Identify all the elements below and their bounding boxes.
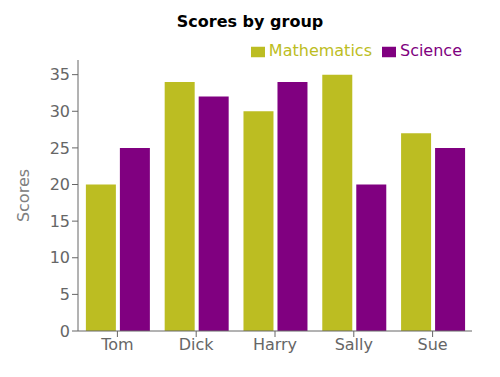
svg-text:25: 25 — [50, 139, 70, 158]
svg-text:30: 30 — [50, 102, 70, 121]
html-text:Science: Science — [400, 41, 462, 60]
svg-text:0: 0 — [60, 322, 70, 341]
svg-text:20: 20 — [50, 175, 70, 194]
svg-text:Harry: Harry — [253, 335, 297, 354]
svg-text:Scores: Scores — [14, 169, 33, 222]
svg-text:Tom: Tom — [100, 335, 133, 354]
svg-text:15: 15 — [50, 212, 70, 231]
html-text:Scores by group: Scores by group — [176, 12, 324, 31]
svg-text:35: 35 — [50, 65, 70, 84]
html-text:Mathematics: Mathematics — [268, 41, 372, 60]
svg-text:Sally: Sally — [335, 335, 373, 354]
svg-text:Sue: Sue — [418, 335, 448, 354]
svg-text:10: 10 — [50, 248, 70, 267]
svg-text:Dick: Dick — [179, 335, 215, 354]
svg-text:5: 5 — [60, 285, 70, 304]
